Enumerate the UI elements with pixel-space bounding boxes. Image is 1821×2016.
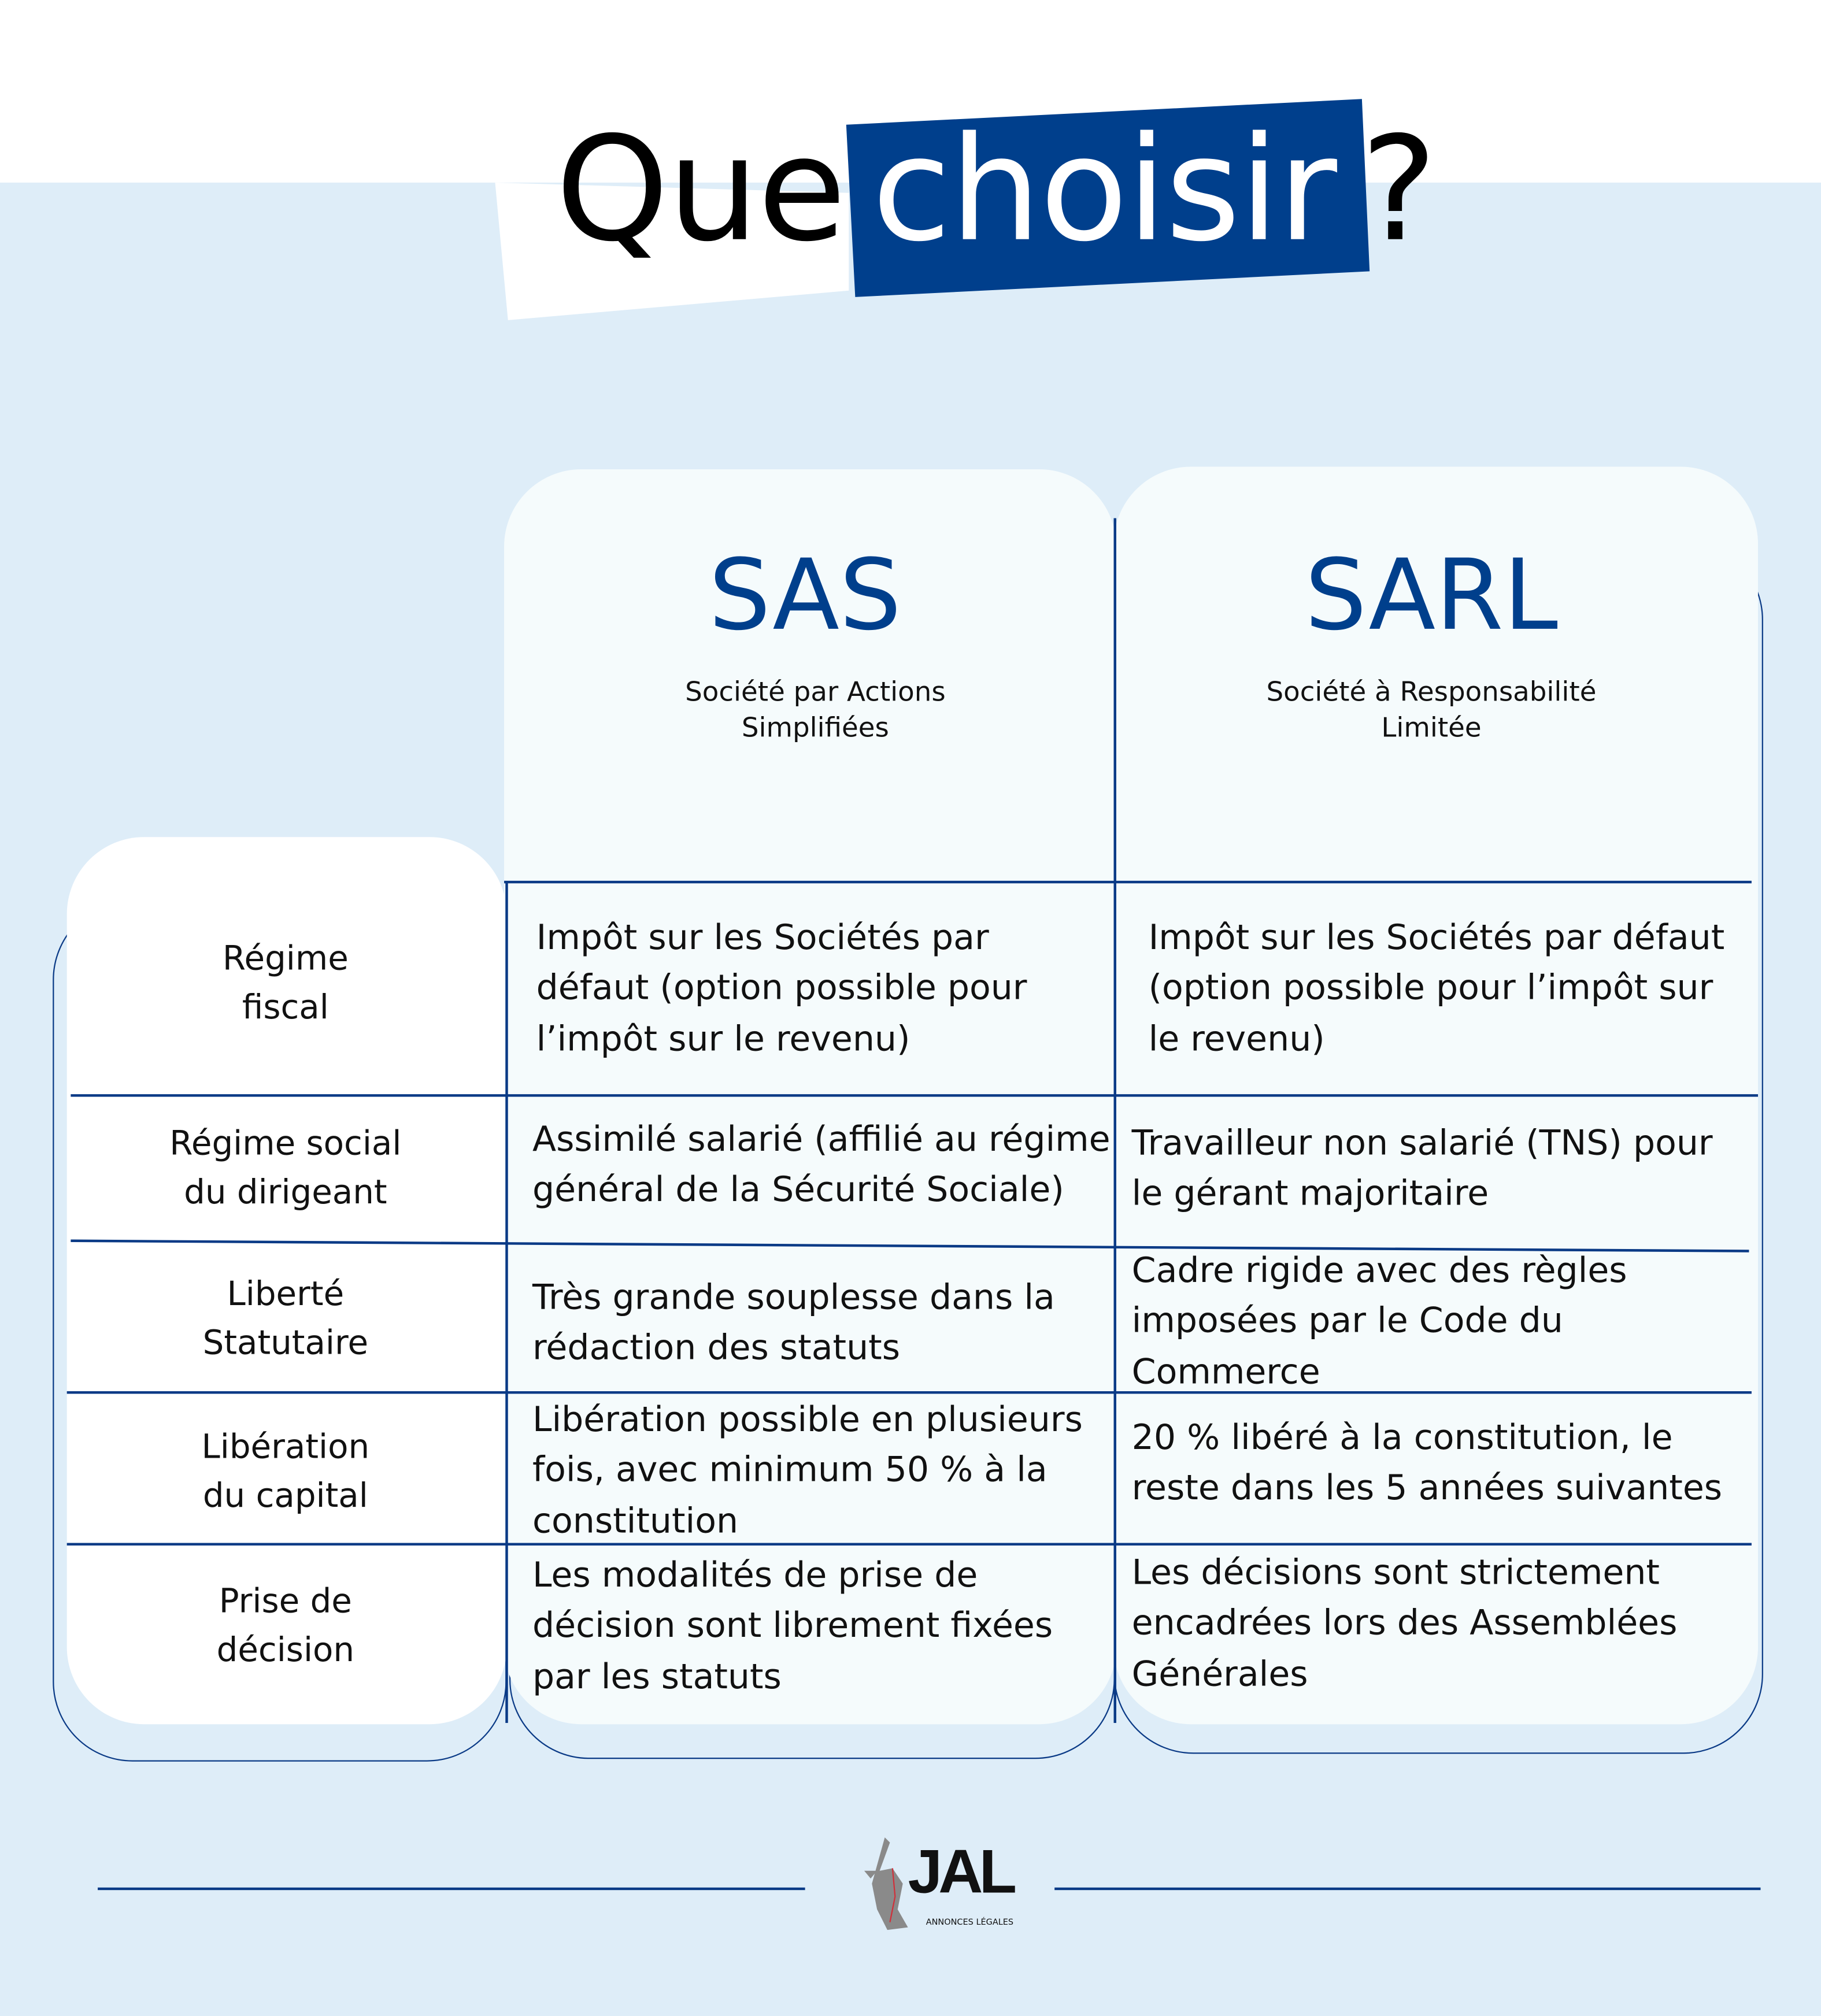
sas-subtitle: Société par Actions Simplifiées bbox=[504, 674, 1127, 746]
sarl-subtitle-line: Société à Responsabilité bbox=[1266, 676, 1597, 707]
sas-cell: Les modalités de prise de décision sont … bbox=[532, 1555, 1053, 1697]
sarl-title: SARL bbox=[1305, 537, 1558, 652]
label-card bbox=[66, 837, 507, 1725]
sarl-subtitle: Société à Responsabilité Limitée bbox=[1114, 674, 1749, 746]
title-highlight-box bbox=[846, 99, 1370, 297]
sarl-cell: Travailleur non salarié (TNS) pour le gé… bbox=[1131, 1123, 1713, 1214]
title-question-mark: ? bbox=[1360, 106, 1437, 274]
row-label: Régime fiscal bbox=[222, 940, 349, 1028]
sarl-cell: 20 % libéré à la constitution, le reste … bbox=[1131, 1417, 1723, 1509]
title-white-shape bbox=[495, 182, 849, 320]
sarl-cell: Impôt sur les Sociétés par défaut (optio… bbox=[1148, 917, 1725, 1059]
divider bbox=[66, 1391, 1752, 1394]
jal-logo: JAL ANNONCES LÉGALES bbox=[859, 1832, 1017, 1933]
divider bbox=[1113, 518, 1116, 1723]
sas-cell: Très grande souplesse dans la rédaction … bbox=[532, 1277, 1055, 1368]
logo-letters: JAL bbox=[908, 1839, 1017, 1907]
title-shapes bbox=[495, 99, 1370, 320]
footer-line-right bbox=[1054, 1887, 1761, 1890]
logo-tagline: ANNONCES LÉGALES bbox=[926, 1917, 1014, 1928]
divider bbox=[71, 1094, 1759, 1097]
footer-line-left bbox=[98, 1887, 805, 1890]
sas-cell: Impôt sur les Sociétés par défaut (optio… bbox=[536, 917, 1027, 1059]
sarl-cell: Les décisions sont strictement encadrées… bbox=[1131, 1552, 1678, 1695]
sarl-subtitle-line: Limitée bbox=[1381, 712, 1482, 743]
row-label: Libération du capital bbox=[201, 1428, 370, 1516]
divider bbox=[66, 1543, 1752, 1546]
row-label: Régime social du dirigeant bbox=[169, 1125, 402, 1213]
sas-title: SAS bbox=[708, 537, 902, 652]
divider bbox=[504, 880, 1752, 884]
row-label: Liberté Statutaire bbox=[202, 1275, 369, 1363]
sas-cell: Assimilé salarié (affilié au régime géné… bbox=[532, 1119, 1111, 1210]
sarl-cell: Cadre rigide avec des règles imposées pa… bbox=[1131, 1250, 1627, 1392]
title-choisir: choisir bbox=[872, 106, 1337, 274]
divider bbox=[71, 1239, 1749, 1252]
sas-subtitle-line: Société par Actions bbox=[685, 676, 946, 707]
sas-cell: Libération possible en plusieurs fois, a… bbox=[532, 1400, 1083, 1541]
divider bbox=[505, 882, 508, 1723]
row-label: Prise de décision bbox=[216, 1583, 355, 1670]
sas-subtitle-line: Simplifiées bbox=[741, 712, 889, 743]
title-que: Que bbox=[556, 106, 846, 274]
lady-justice-icon bbox=[864, 1837, 908, 1930]
sas-card bbox=[504, 469, 1116, 1725]
